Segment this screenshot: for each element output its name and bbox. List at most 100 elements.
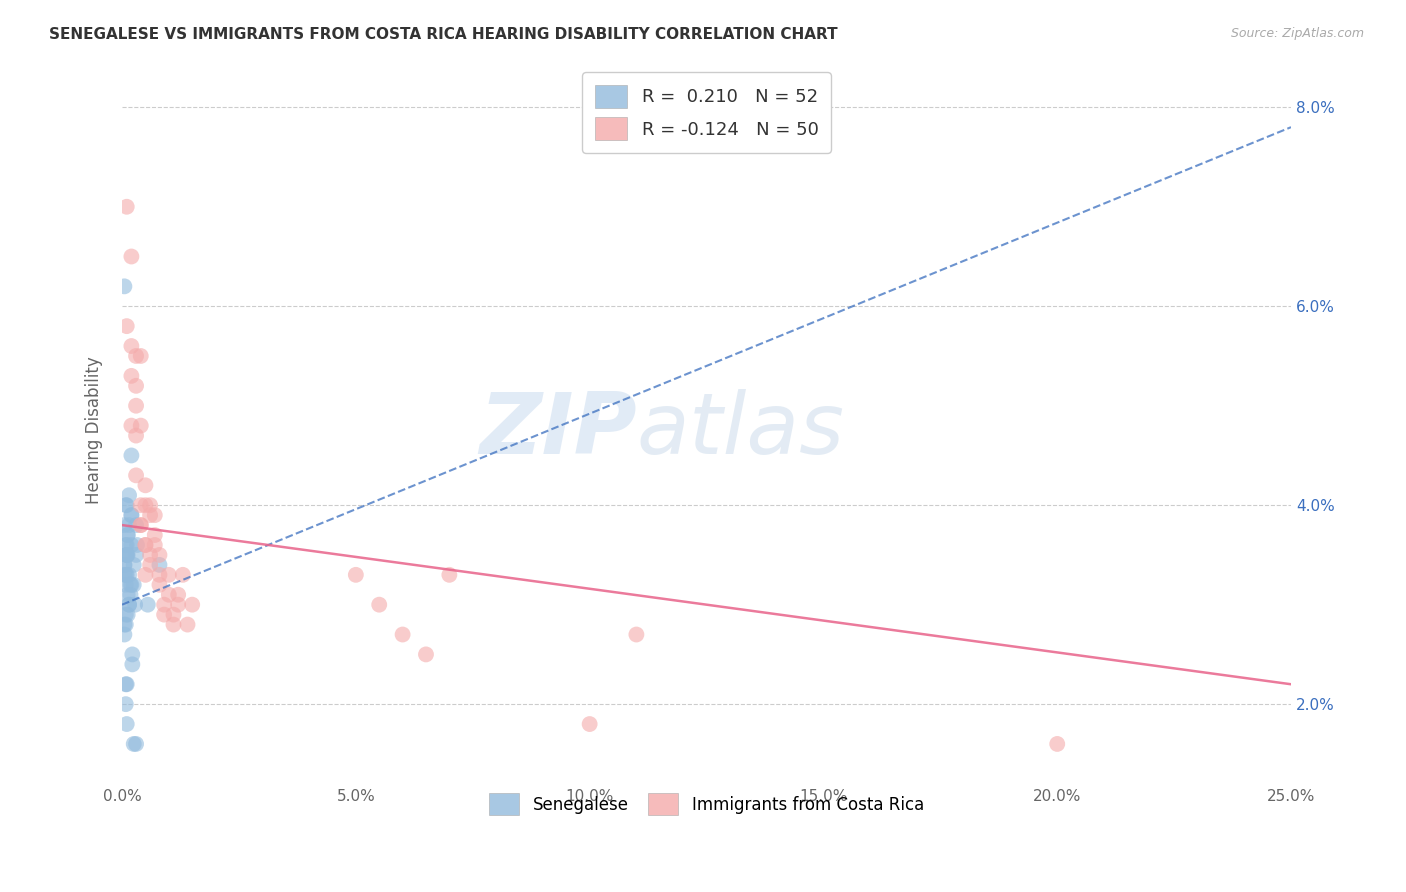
- Point: [129, 418, 152, 433]
- Point: [157, 567, 180, 582]
- Text: Source: ZipAtlas.com: Source: ZipAtlas.com: [1230, 27, 1364, 40]
- Point: [129, 349, 152, 363]
- Point: [167, 588, 190, 602]
- Point: [125, 548, 148, 562]
- Point: [117, 548, 139, 562]
- Point: [115, 717, 138, 731]
- Point: [120, 578, 142, 592]
- Point: [114, 578, 136, 592]
- Point: [129, 518, 152, 533]
- Point: [118, 598, 141, 612]
- Point: [368, 598, 391, 612]
- Point: [117, 528, 139, 542]
- Point: [115, 548, 138, 562]
- Point: [139, 548, 162, 562]
- Point: [143, 528, 166, 542]
- Text: ZIP: ZIP: [479, 389, 637, 472]
- Point: [125, 399, 148, 413]
- Point: [415, 648, 437, 662]
- Point: [578, 717, 600, 731]
- Point: [626, 627, 648, 641]
- Point: [112, 617, 135, 632]
- Point: [148, 567, 170, 582]
- Point: [167, 598, 190, 612]
- Point: [117, 607, 139, 622]
- Point: [121, 657, 143, 672]
- Point: [118, 488, 141, 502]
- Point: [112, 558, 135, 572]
- Point: [134, 538, 156, 552]
- Point: [115, 548, 138, 562]
- Point: [153, 598, 176, 612]
- Point: [125, 428, 148, 442]
- Point: [114, 697, 136, 711]
- Point: [120, 588, 142, 602]
- Point: [115, 498, 138, 512]
- Point: [134, 478, 156, 492]
- Point: [125, 518, 148, 533]
- Point: [125, 379, 148, 393]
- Point: [139, 558, 162, 572]
- Point: [118, 567, 141, 582]
- Point: [391, 627, 413, 641]
- Point: [134, 538, 156, 552]
- Point: [121, 648, 143, 662]
- Point: [162, 617, 184, 632]
- Point: [120, 508, 142, 523]
- Point: [115, 538, 138, 552]
- Point: [181, 598, 204, 612]
- Point: [112, 518, 135, 533]
- Point: [172, 567, 194, 582]
- Point: [118, 518, 141, 533]
- Text: SENEGALESE VS IMMIGRANTS FROM COSTA RICA HEARING DISABILITY CORRELATION CHART: SENEGALESE VS IMMIGRANTS FROM COSTA RICA…: [49, 27, 838, 42]
- Point: [148, 548, 170, 562]
- Point: [120, 449, 142, 463]
- Point: [112, 567, 135, 582]
- Y-axis label: Hearing Disability: Hearing Disability: [86, 357, 103, 505]
- Point: [125, 349, 148, 363]
- Point: [112, 627, 135, 641]
- Point: [139, 498, 162, 512]
- Point: [115, 548, 138, 562]
- Point: [134, 498, 156, 512]
- Text: atlas: atlas: [637, 389, 845, 472]
- Point: [114, 567, 136, 582]
- Point: [148, 558, 170, 572]
- Point: [120, 538, 142, 552]
- Point: [153, 607, 176, 622]
- Point: [1046, 737, 1069, 751]
- Point: [125, 468, 148, 483]
- Point: [115, 319, 138, 334]
- Point: [115, 567, 138, 582]
- Point: [120, 250, 142, 264]
- Point: [124, 598, 146, 612]
- Point: [143, 508, 166, 523]
- Point: [134, 567, 156, 582]
- Point: [117, 528, 139, 542]
- Point: [118, 598, 141, 612]
- Legend: Senegalese, Immigrants from Costa Rica: Senegalese, Immigrants from Costa Rica: [479, 783, 934, 825]
- Point: [120, 368, 142, 383]
- Point: [114, 607, 136, 622]
- Point: [120, 508, 142, 523]
- Point: [439, 567, 461, 582]
- Point: [120, 418, 142, 433]
- Point: [122, 558, 145, 572]
- Point: [129, 518, 152, 533]
- Point: [148, 578, 170, 592]
- Point: [139, 508, 162, 523]
- Point: [136, 598, 159, 612]
- Point: [112, 279, 135, 293]
- Point: [125, 538, 148, 552]
- Point: [125, 737, 148, 751]
- Point: [114, 677, 136, 691]
- Point: [176, 617, 198, 632]
- Point: [122, 737, 145, 751]
- Point: [344, 567, 367, 582]
- Point: [114, 617, 136, 632]
- Point: [157, 588, 180, 602]
- Point: [117, 588, 139, 602]
- Point: [115, 200, 138, 214]
- Point: [115, 677, 138, 691]
- Point: [143, 538, 166, 552]
